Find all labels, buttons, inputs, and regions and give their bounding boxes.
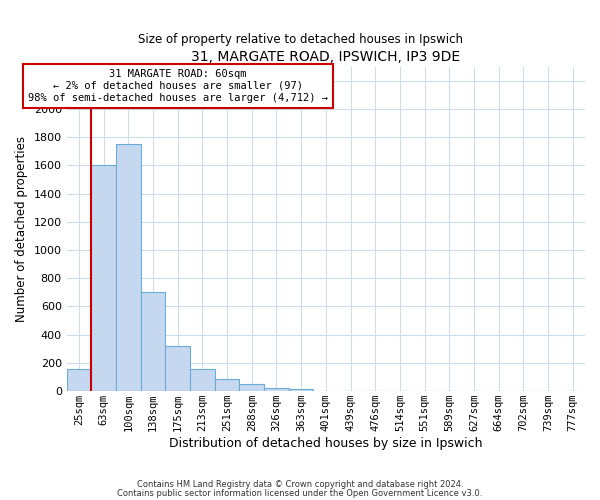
Text: 31 MARGATE ROAD: 60sqm
← 2% of detached houses are smaller (97)
98% of semi-deta: 31 MARGATE ROAD: 60sqm ← 2% of detached …	[28, 70, 328, 102]
Text: Size of property relative to detached houses in Ipswich: Size of property relative to detached ho…	[137, 32, 463, 46]
Bar	[67, 368, 91, 391]
Bar	[190, 368, 215, 391]
Bar	[215, 379, 239, 391]
Bar	[166, 346, 190, 391]
Text: Contains HM Land Registry data © Crown copyright and database right 2024.: Contains HM Land Registry data © Crown c…	[137, 480, 463, 489]
Bar	[91, 166, 116, 391]
Bar	[289, 389, 313, 391]
Bar	[116, 144, 141, 391]
Bar	[239, 384, 264, 391]
Y-axis label: Number of detached properties: Number of detached properties	[15, 136, 28, 322]
X-axis label: Distribution of detached houses by size in Ipswich: Distribution of detached houses by size …	[169, 437, 482, 450]
Bar	[141, 292, 166, 391]
Title: 31, MARGATE ROAD, IPSWICH, IP3 9DE: 31, MARGATE ROAD, IPSWICH, IP3 9DE	[191, 50, 460, 64]
Text: Contains public sector information licensed under the Open Government Licence v3: Contains public sector information licen…	[118, 488, 482, 498]
Bar	[264, 388, 289, 391]
